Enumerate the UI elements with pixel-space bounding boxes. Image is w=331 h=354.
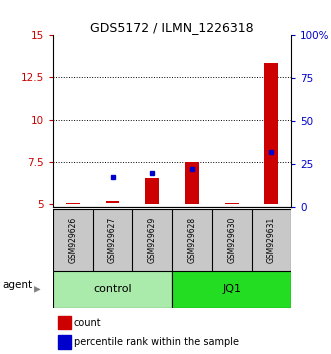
Text: GSM929629: GSM929629	[148, 217, 157, 263]
Bar	[66, 203, 80, 204]
Bar	[264, 63, 278, 204]
Text: control: control	[93, 284, 132, 295]
Text: GSM929631: GSM929631	[267, 217, 276, 263]
Bar	[58, 335, 71, 349]
Bar	[53, 271, 172, 308]
Bar	[172, 271, 291, 308]
Bar	[185, 162, 199, 204]
Bar	[145, 178, 159, 204]
Text: GSM929626: GSM929626	[68, 217, 77, 263]
Bar	[106, 201, 119, 203]
Text: count: count	[74, 318, 102, 327]
Text: percentile rank within the sample: percentile rank within the sample	[74, 337, 239, 347]
Text: GSM929630: GSM929630	[227, 217, 236, 263]
Bar	[58, 316, 71, 329]
Text: agent: agent	[3, 280, 33, 290]
Text: GSM929627: GSM929627	[108, 217, 117, 263]
Title: GDS5172 / ILMN_1226318: GDS5172 / ILMN_1226318	[90, 21, 254, 34]
Text: GSM929628: GSM929628	[187, 217, 197, 263]
Bar	[225, 203, 239, 204]
Text: JQ1: JQ1	[222, 284, 241, 295]
